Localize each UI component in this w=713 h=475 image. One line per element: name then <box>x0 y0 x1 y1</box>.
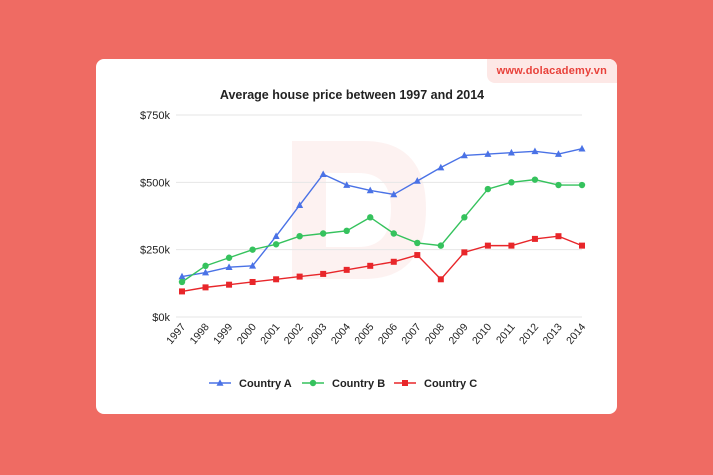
x-tick-label: 2008 <box>423 321 447 347</box>
data-point <box>531 235 538 242</box>
data-point <box>508 242 515 249</box>
data-point <box>202 262 209 270</box>
x-tick-label: 2001 <box>258 321 282 347</box>
x-tick-label: 2003 <box>305 321 329 347</box>
x-tick-label: 2000 <box>235 321 259 347</box>
data-point <box>225 254 233 261</box>
data-point <box>343 181 351 188</box>
data-point <box>178 272 186 280</box>
data-point <box>554 150 562 157</box>
series-lines <box>181 147 583 293</box>
x-tick-label: 2014 <box>564 321 588 347</box>
data-point <box>437 242 445 249</box>
data-point <box>414 239 421 247</box>
x-tick-label: 2005 <box>352 321 376 347</box>
data-point <box>437 276 444 283</box>
x-tick-label: 2011 <box>494 321 518 346</box>
data-point <box>555 181 562 189</box>
x-tick-label: 1999 <box>211 321 235 347</box>
data-point <box>343 266 350 273</box>
data-point <box>461 249 468 256</box>
data-point <box>531 147 539 155</box>
x-axis-ticks: 1997 1998 1999 2000 2001 2002 2003 2004 2005 2006… <box>164 321 588 347</box>
data-point <box>507 148 515 156</box>
data-point <box>343 227 350 235</box>
y-tick-label: $500k <box>140 177 170 189</box>
data-point <box>296 273 303 280</box>
data-point <box>249 278 256 285</box>
legend: Country A Country B Country C <box>209 378 477 390</box>
data-point <box>296 233 303 240</box>
y-tick-label: $0k <box>152 312 170 324</box>
legend-marker <box>402 380 408 386</box>
legend-marker <box>216 379 224 386</box>
x-tick-label: 2010 <box>470 321 494 347</box>
data-point <box>555 233 562 240</box>
data-point <box>578 181 586 189</box>
x-tick-label: 2013 <box>541 321 565 347</box>
line-chart: Average house price between 1997 and 201… <box>140 88 588 390</box>
data-point <box>320 270 327 277</box>
x-tick-label: 2002 <box>282 321 306 347</box>
x-tick-label: 1997 <box>164 321 188 347</box>
legend-label: Country A <box>239 378 292 390</box>
data-point <box>272 241 280 248</box>
data-point <box>531 176 539 183</box>
x-tick-label: 2007 <box>399 321 423 347</box>
data-point <box>225 263 233 270</box>
data-point <box>390 190 398 198</box>
x-tick-label: 2004 <box>329 321 353 347</box>
data-point <box>249 262 257 269</box>
data-point <box>390 258 397 265</box>
data-point <box>272 232 280 239</box>
data-point <box>202 268 210 276</box>
data-point <box>461 214 468 221</box>
series-line-country-a <box>181 147 583 278</box>
data-point <box>579 242 585 249</box>
data-point <box>319 230 327 237</box>
legend-label: Country B <box>332 378 385 390</box>
data-point <box>178 278 186 286</box>
data-point <box>296 201 304 209</box>
x-tick-label: 2012 <box>517 321 541 347</box>
data-point <box>319 170 327 178</box>
y-tick-label: $250k <box>140 245 170 257</box>
legend-label: Country C <box>424 378 477 390</box>
data-point <box>484 242 491 249</box>
x-tick-label: 1998 <box>188 321 212 347</box>
data-point <box>508 179 515 186</box>
y-axis-ticks: $0k $250k $500k $750k <box>140 110 170 324</box>
y-tick-label: $750k <box>140 110 170 122</box>
data-point <box>460 151 468 159</box>
data-point <box>484 150 492 157</box>
data-point <box>226 281 233 288</box>
data-point <box>179 288 185 295</box>
series-markers <box>178 144 586 295</box>
x-tick-label: 2009 <box>446 321 470 347</box>
data-point <box>413 177 421 184</box>
series-line-country-c <box>181 235 583 293</box>
data-point <box>367 262 374 269</box>
data-point <box>390 230 397 237</box>
data-point <box>366 186 374 194</box>
data-point <box>202 284 209 291</box>
data-point <box>249 246 256 253</box>
chart-card: www.dolacademy.vn Average house price be… <box>96 59 617 414</box>
data-point <box>437 163 445 171</box>
site-url-badge[interactable]: www.dolacademy.vn <box>486 59 617 83</box>
chart-title: Average house price between 1997 and 201… <box>220 88 484 102</box>
data-point <box>414 252 421 259</box>
data-point <box>484 185 492 193</box>
legend-marker <box>309 379 317 387</box>
series-line-country-b <box>181 178 582 283</box>
data-point <box>273 276 280 283</box>
x-tick-label: 2006 <box>376 321 400 347</box>
data-point <box>578 144 586 152</box>
data-point <box>367 214 374 221</box>
